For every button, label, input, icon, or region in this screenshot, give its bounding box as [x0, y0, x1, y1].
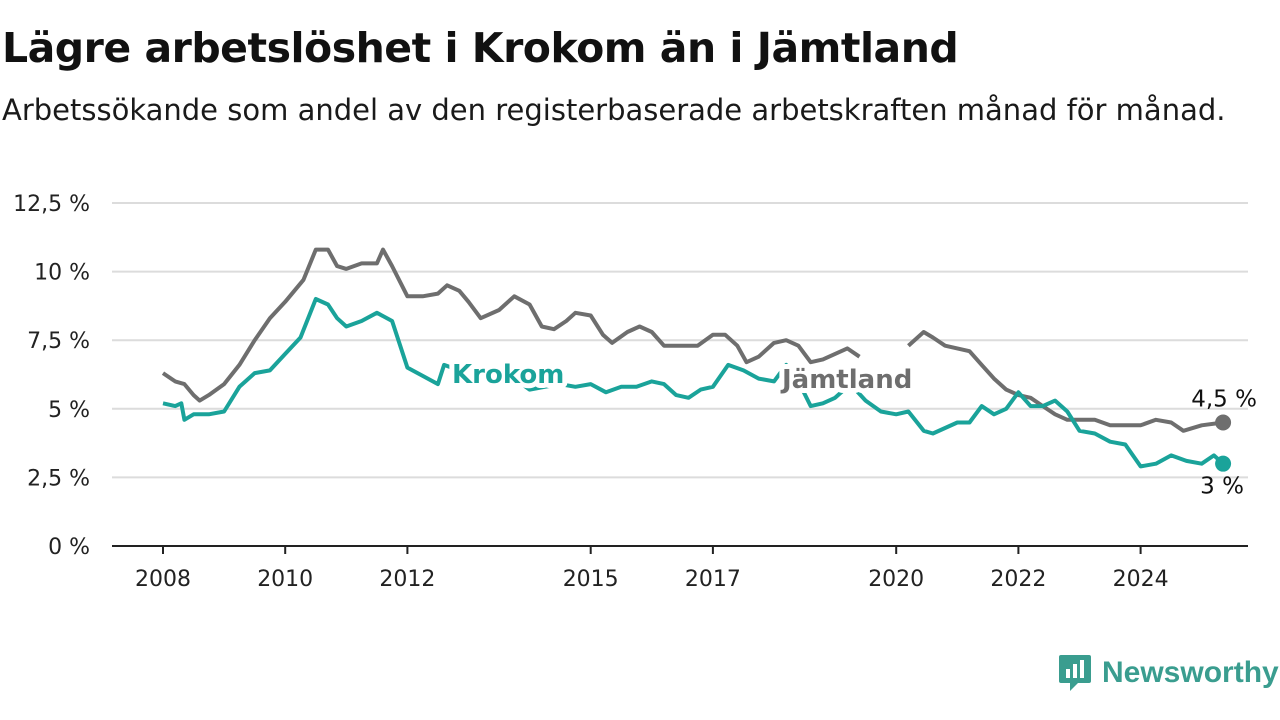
- series-line-krokom: [162, 297, 1225, 469]
- newsworthy-logo-icon: [1059, 655, 1091, 691]
- chart-subtitle: Arbetssökande som andel av den registerb…: [2, 93, 1226, 127]
- series-label-krokom: Krokom: [452, 360, 564, 390]
- x-tick-label: 2008: [135, 567, 191, 592]
- x-tick-label: 2024: [1113, 567, 1169, 592]
- y-tick-label: 10 %: [34, 261, 90, 286]
- x-tick-label: 2012: [379, 567, 435, 592]
- x-tick-label: 2017: [685, 567, 741, 592]
- series-label-jamtland-halo: Jämtland: [780, 365, 912, 395]
- y-tick-label: 12,5 %: [13, 192, 90, 217]
- y-tick-label: 7,5 %: [27, 329, 90, 354]
- x-tick-label: 2020: [868, 567, 924, 592]
- series-line-jamtland: [907, 330, 1224, 433]
- x-tick-label: 2022: [990, 567, 1046, 592]
- y-tick-label: 0 %: [48, 535, 90, 560]
- end-label-jamtland: 4,5 %: [1191, 387, 1257, 413]
- end-point-krokom: [1215, 455, 1232, 472]
- series-line-jamtland: [161, 247, 861, 403]
- y-tick-label: 2,5 %: [27, 466, 90, 491]
- x-tick-label: 2015: [563, 567, 619, 592]
- x-tick-label: 2010: [257, 567, 313, 592]
- newsworthy-logo: Newsworthy: [1058, 653, 1279, 693]
- end-point-jamtland: [1215, 414, 1232, 431]
- chart-title: Lägre arbetslöshet i Krokom än i Jämtlan…: [2, 24, 959, 72]
- end-label-krokom: 3 %: [1200, 474, 1244, 500]
- series-label-jamtland: Jämtland: [780, 365, 912, 395]
- series-label-krokom-halo: Krokom: [452, 360, 564, 390]
- newsworthy-logo-text: Newsworthy: [1102, 656, 1279, 689]
- y-tick-label: 5 %: [48, 398, 90, 423]
